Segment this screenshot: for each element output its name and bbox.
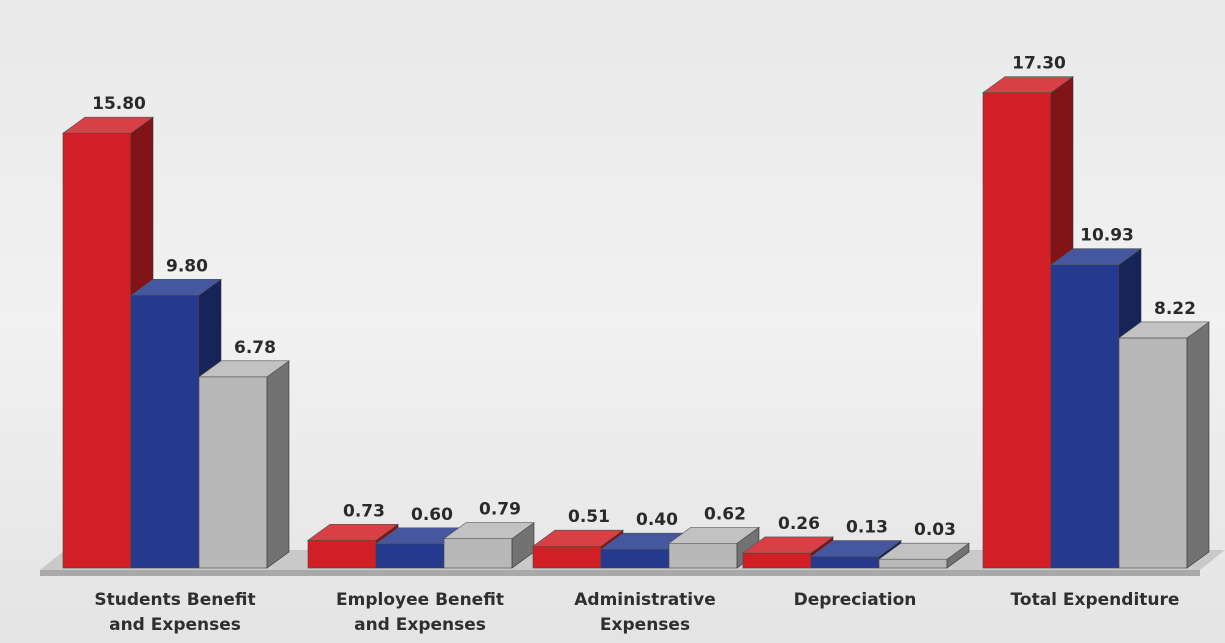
bar-front	[198, 376, 268, 569]
bar	[198, 360, 290, 569]
bar-top-shade	[1119, 321, 1209, 338]
bar-front	[1050, 264, 1120, 569]
bar-top-shade	[879, 543, 969, 560]
value-label: 0.13	[846, 517, 888, 537]
bar-side-shade	[512, 522, 534, 568]
bar	[878, 542, 970, 569]
bar-front	[982, 92, 1052, 569]
value-label: 10.93	[1080, 226, 1134, 246]
value-label: 8.22	[1154, 299, 1196, 319]
bar-top-shade	[533, 530, 623, 547]
bar-top-shade	[811, 540, 901, 557]
x-tick-label: Employee Benefit and Expenses	[336, 590, 504, 635]
value-label: 0.26	[778, 514, 820, 534]
bar-side-shade	[947, 543, 969, 568]
bar-front	[742, 552, 812, 569]
bar-top-shade	[1051, 248, 1141, 265]
bar-top	[878, 542, 970, 560]
bar-front	[62, 132, 132, 569]
bar-top	[532, 529, 624, 547]
bar-top	[810, 540, 902, 557]
value-label: 9.80	[166, 256, 208, 276]
value-label: 6.78	[234, 338, 276, 358]
value-label: 0.51	[568, 507, 610, 527]
bar-top-shade	[131, 279, 221, 296]
x-tick-label: Administrative Expenses	[574, 590, 716, 635]
bar-top-shade	[376, 527, 466, 544]
bar	[1118, 321, 1210, 569]
value-label: 0.73	[343, 501, 385, 521]
bar-front	[375, 543, 445, 569]
floor-edge	[40, 570, 1200, 576]
x-tick-label: Students Benefit and Expenses	[94, 590, 256, 635]
bar-top	[742, 536, 834, 554]
bar-front	[878, 558, 948, 569]
bar-top-shade	[669, 527, 759, 544]
bar-top	[1118, 321, 1210, 339]
bar-top-shade	[983, 76, 1073, 93]
bar-top	[443, 522, 535, 539]
bar-front	[1118, 337, 1188, 569]
bar-top	[130, 278, 222, 296]
value-label: 0.60	[411, 505, 453, 525]
bar-front	[443, 538, 513, 569]
x-tick-label: Depreciation	[793, 590, 917, 610]
bar-front	[810, 556, 880, 569]
bar	[443, 522, 535, 569]
bar-front	[532, 545, 602, 569]
value-label: 0.62	[704, 504, 746, 524]
bar-side-shade	[1187, 321, 1209, 568]
bar-side-shade	[737, 527, 759, 568]
bar-top-shade	[444, 522, 534, 539]
bar-top	[1050, 248, 1142, 266]
bar-top-shade	[308, 524, 398, 541]
value-label: 15.80	[92, 94, 146, 114]
bar-top	[668, 526, 760, 544]
bar-front	[600, 548, 670, 569]
bar-front	[307, 539, 377, 569]
bar-top-shade	[63, 117, 153, 134]
bar-top	[198, 360, 290, 378]
bar-side-shade	[267, 360, 289, 568]
bar-top	[62, 116, 154, 134]
value-label: 17.30	[1012, 54, 1066, 74]
value-label: 0.79	[479, 500, 521, 520]
bar-top-shade	[199, 360, 289, 377]
value-label: 0.03	[914, 520, 956, 540]
bar	[668, 526, 760, 569]
bar-top-shade	[601, 533, 691, 550]
x-tick-label: Total Expenditure	[1010, 590, 1180, 610]
bar-top	[307, 523, 399, 541]
bar-front	[130, 294, 200, 569]
bar-front	[668, 542, 738, 569]
bar-top	[982, 76, 1074, 93]
bar-top-shade	[743, 536, 833, 553]
value-label: 0.40	[636, 510, 678, 530]
